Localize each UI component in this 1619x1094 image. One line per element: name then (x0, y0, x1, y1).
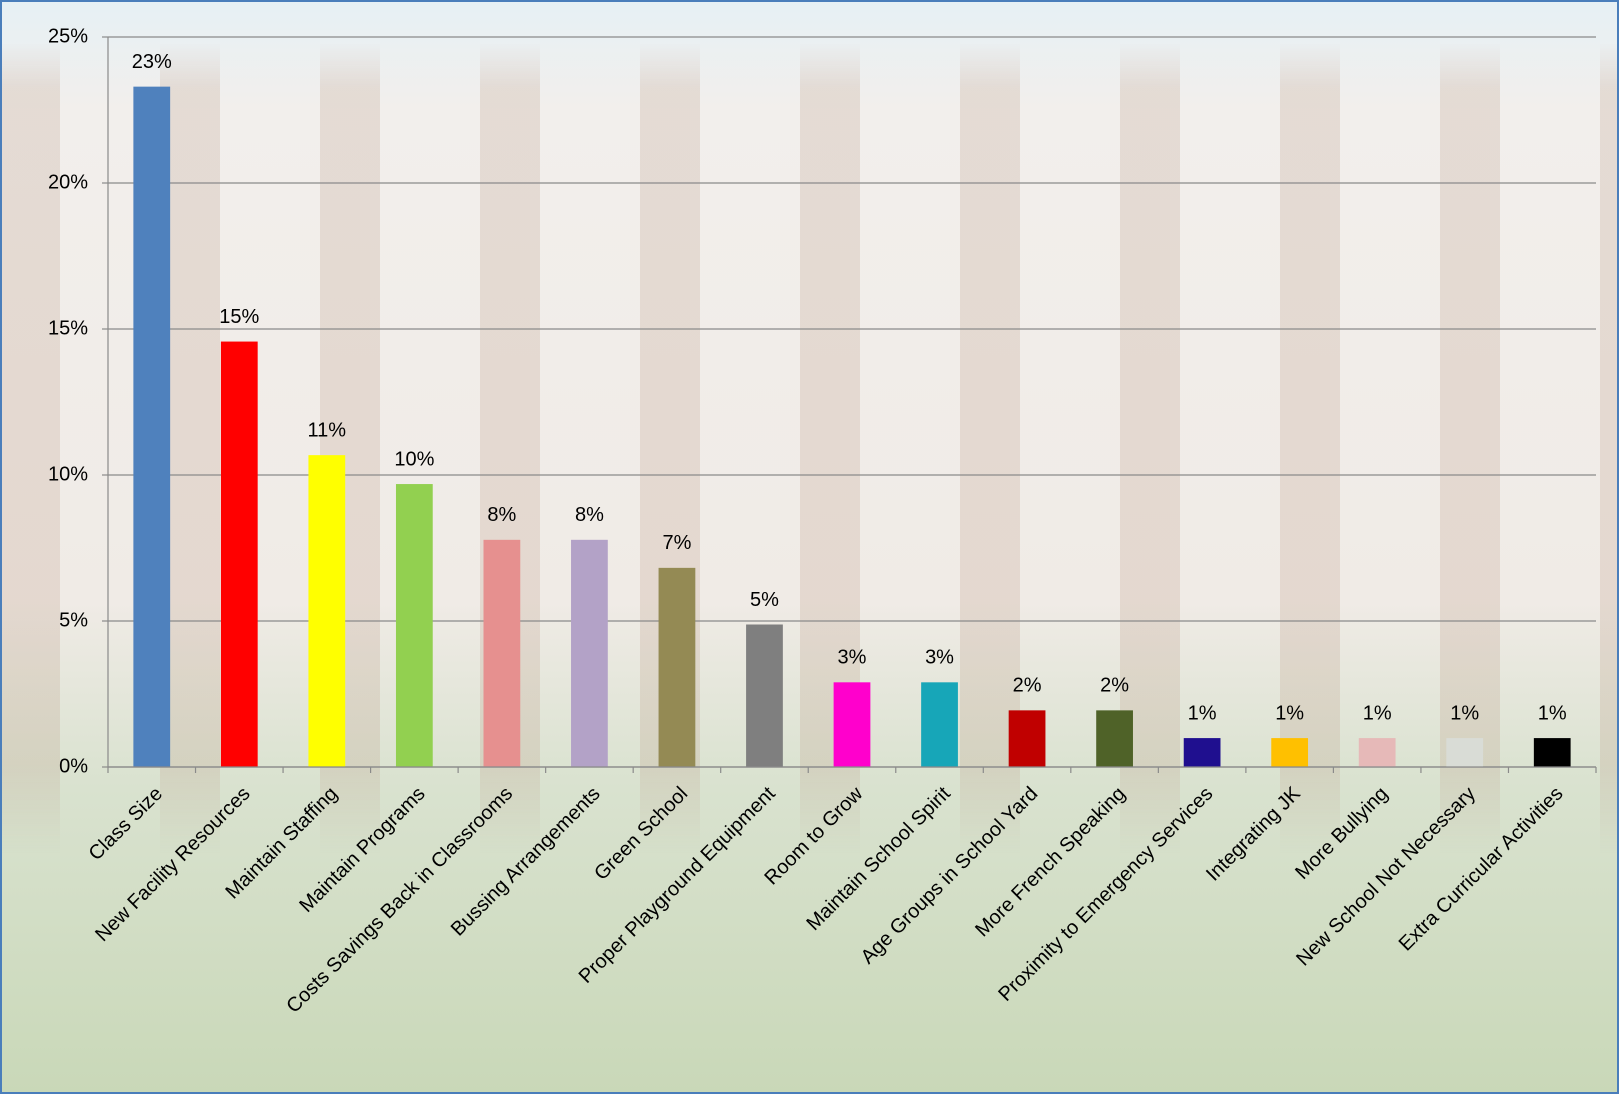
bar (658, 567, 696, 767)
bar (921, 682, 958, 767)
x-tick-label: New Facility Resources (91, 783, 254, 946)
bar (1008, 710, 1046, 767)
bar (571, 539, 608, 767)
data-label: 10% (394, 448, 434, 470)
bar (220, 341, 258, 767)
data-label: 11% (308, 419, 347, 441)
y-tick-label: 25% (48, 25, 88, 47)
data-label: 7% (662, 532, 691, 554)
bar (308, 455, 346, 767)
y-tick-label: 0% (59, 755, 88, 777)
bar (483, 539, 521, 767)
data-label: 8% (487, 504, 516, 526)
bar (833, 682, 871, 767)
data-label: 23% (132, 51, 172, 73)
bar (133, 86, 171, 767)
x-tick-label: Class Size (85, 783, 167, 865)
y-tick-label: 15% (48, 317, 88, 339)
bar (395, 484, 433, 767)
x-tick-label: New School Not Necessary (1292, 783, 1480, 971)
x-tick-label: Maintain School Spirit (802, 782, 955, 935)
data-label: 3% (925, 647, 954, 669)
data-label: 1% (1363, 702, 1392, 724)
x-tick-label: Integrating JK (1202, 782, 1305, 885)
data-label: 1% (1275, 702, 1304, 724)
y-tick-label: 10% (48, 463, 88, 485)
bar (1446, 738, 1484, 767)
bar (746, 624, 783, 767)
data-label: 1% (1188, 702, 1217, 724)
x-tick-label: Extra Curricular Activities (1395, 783, 1568, 956)
y-tick-label: 20% (48, 171, 88, 193)
data-label: 1% (1538, 702, 1567, 724)
data-label: 5% (750, 589, 779, 611)
x-tick-label: More French Speaking (971, 783, 1130, 942)
x-tick-label: Age Groups in School Yard (857, 783, 1043, 969)
bar (1096, 710, 1133, 767)
bar (1183, 738, 1221, 767)
data-label: 2% (1100, 675, 1129, 697)
data-label: 15% (219, 306, 259, 328)
bar (1271, 738, 1309, 767)
bar (1533, 738, 1571, 767)
y-tick-label: 5% (59, 609, 88, 631)
data-label: 1% (1450, 702, 1479, 724)
x-tick-label: Proper Playground Equipment (575, 782, 780, 987)
bar (1358, 738, 1396, 767)
data-label: 3% (838, 647, 867, 669)
data-label: 2% (1013, 675, 1042, 697)
x-tick-label: Bussing Arrangements (447, 783, 605, 941)
data-label: 8% (575, 504, 604, 526)
